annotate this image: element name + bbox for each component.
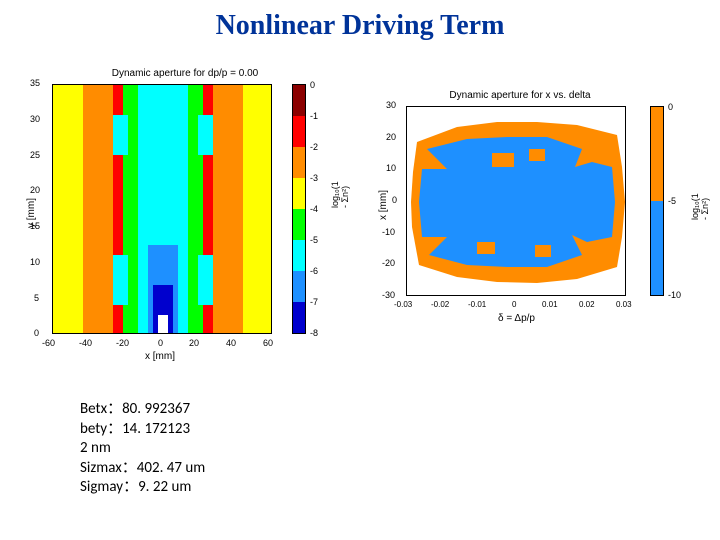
chart2-ytick: -30 [382, 290, 395, 300]
parameters-block: Betx：80. 992367 bety：14. 172123 2 nm Siz… [80, 400, 205, 498]
chart1-xtick: 40 [226, 338, 236, 348]
chart2-xtick: -0.02 [431, 300, 449, 309]
chart2-ylabel: x [mm] [378, 190, 389, 220]
chart1-ytick: 25 [30, 150, 40, 160]
chart1-heatmap [53, 85, 272, 334]
chart1-ylabel: y [mm] [26, 198, 37, 228]
chart2-ytick: 20 [386, 132, 396, 142]
chart2-xlabel: δ = Δp/p [498, 313, 535, 324]
chart1-cbar-tick: -5 [310, 235, 318, 245]
chart2-cbar-label: log₁₀(1 - Σn²) [690, 193, 710, 220]
chart1-cbar-tick: -3 [310, 173, 318, 183]
chart1-cbar-tick: -6 [310, 266, 318, 276]
chart1-plot-area [52, 84, 272, 334]
chart2-xtick: -0.03 [394, 300, 412, 309]
chart2-ytick: -20 [382, 258, 395, 268]
chart1-ytick: 35 [30, 78, 40, 88]
chart2-colorbar [650, 106, 664, 296]
chart1-xtick: -40 [79, 338, 92, 348]
chart1-xtick: 0 [158, 338, 163, 348]
chart1-cbar-tick: -2 [310, 142, 318, 152]
chart1-cbar-tick: -4 [310, 204, 318, 214]
chart1-cbar-tick: -1 [310, 111, 318, 121]
chart1-xtick: -20 [116, 338, 129, 348]
chart2-xtick: -0.01 [468, 300, 486, 309]
chart1-ytick: 0 [34, 328, 39, 338]
chart2-xtick: 0 [512, 300, 516, 309]
chart1-xlabel: x [mm] [145, 351, 175, 362]
chart2-ytick: 30 [386, 100, 396, 110]
chart1-colorbar [292, 84, 306, 334]
chart1-cbar-tick: -8 [310, 328, 318, 338]
chart-dynamic-aperture-dpp: Dynamic aperture for dp/p = 0.00 [20, 68, 350, 368]
page-title: Nonlinear Driving Term [0, 10, 720, 42]
chart1-ytick: 5 [34, 293, 39, 303]
chart1-ytick: 10 [30, 257, 40, 267]
chart2-xtick: 0.02 [579, 300, 595, 309]
chart1-cbar-tick: -7 [310, 297, 318, 307]
chart1-xtick: 20 [189, 338, 199, 348]
chart1-xtick: 60 [263, 338, 273, 348]
chart2-ytick: 10 [386, 163, 396, 173]
chart2-cbar-tick: -5 [668, 196, 676, 206]
param-sigmay: Sigmay：9. 22 um [80, 478, 205, 498]
param-betx: Betx：80. 992367 [80, 400, 205, 420]
chart1-xtick: -60 [42, 338, 55, 348]
chart2-ytick: 0 [392, 195, 397, 205]
chart2-xtick: 0.03 [616, 300, 632, 309]
chart2-plot-area [406, 106, 626, 296]
param-sizmax: Sizmax：402. 47 um [80, 459, 205, 479]
chart2-xtick: 0.01 [542, 300, 558, 309]
chart1-cbar-label: log₁₀(1 - Σn²) [330, 181, 350, 208]
chart1-cbar-tick: 0 [310, 80, 315, 90]
chart1-ytick: 30 [30, 114, 40, 124]
param-bety: bety：14. 172123 [80, 420, 205, 440]
chart2-cbar-tick: 0 [668, 102, 673, 112]
param-emit: 2 nm [80, 439, 205, 459]
chart1-ytick: 20 [30, 185, 40, 195]
chart-dynamic-aperture-delta: Dynamic aperture for x vs. delta 0 -5 -1… [370, 90, 700, 340]
chart2-cbar-tick: -10 [668, 290, 681, 300]
chart1-title: Dynamic aperture for dp/p = 0.00 [20, 68, 350, 79]
chart2-heatmap [407, 107, 626, 296]
chart2-ytick: -10 [382, 227, 395, 237]
